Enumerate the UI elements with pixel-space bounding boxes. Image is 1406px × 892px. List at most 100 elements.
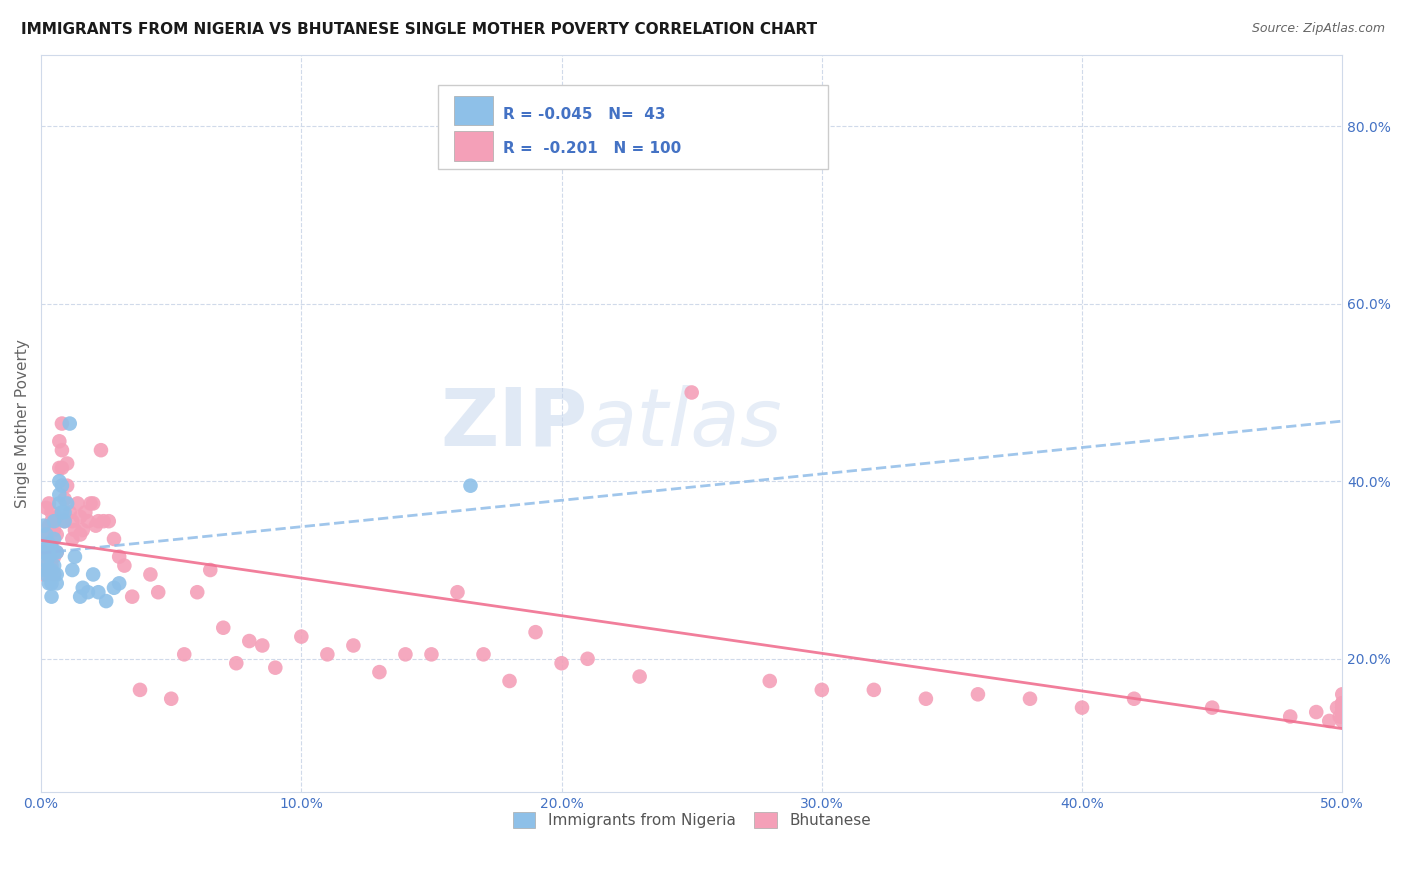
Point [628,669,651,683]
Point [460,478,482,492]
Point [252,639,274,653]
Point [60,514,83,528]
Point [63,549,86,564]
Point [56,478,79,492]
Point [35,527,58,541]
Point [51,505,73,519]
Point [121,590,143,604]
Point [97,514,120,528]
Point [41,576,63,591]
Point [59,505,82,519]
Point [45,509,67,524]
Point [108,576,131,591]
Point [42,523,65,537]
Point [48,475,70,489]
Point [90,443,112,458]
Point [35,567,58,582]
Point [41,541,63,555]
Point [1279,709,1302,723]
Point [48,487,70,501]
Point [75,505,97,519]
Point [420,648,443,662]
Point [368,665,391,679]
Point [35,558,58,573]
Point [1331,709,1354,723]
Point [1331,700,1354,714]
Point [1331,705,1354,719]
Text: ZIP: ZIP [440,384,588,463]
Point [82,567,104,582]
Point [42,567,65,582]
Y-axis label: Single Mother Poverty: Single Mother Poverty [15,339,30,508]
Point [63,523,86,537]
Point [32,518,55,533]
Point [1071,700,1094,714]
Point [264,661,287,675]
Point [967,687,990,701]
Point [56,457,79,471]
Point [87,514,110,528]
Point [48,461,70,475]
Point [77,585,100,599]
Point [103,532,125,546]
Point [38,576,60,591]
Point [498,673,520,688]
Point [42,567,65,582]
Point [108,549,131,564]
Point [1305,705,1327,719]
Point [51,461,73,475]
Point [173,648,195,662]
Point [1329,709,1351,723]
Point [576,652,599,666]
Text: R = -0.045   N=  43: R = -0.045 N= 43 [503,106,665,121]
Point [42,514,65,528]
Point [129,682,152,697]
Point [32,545,55,559]
FancyBboxPatch shape [454,95,492,125]
Point [48,496,70,510]
Point [87,585,110,599]
Point [53,491,76,506]
Point [45,567,67,582]
Point [1331,687,1354,701]
Point [66,496,89,510]
Point [1331,705,1354,719]
Point [93,514,115,528]
FancyBboxPatch shape [454,131,492,161]
Point [316,648,339,662]
Point [1331,714,1354,728]
Point [35,541,58,555]
Point [42,545,65,559]
Point [45,545,67,559]
Point [38,549,60,564]
Point [60,532,83,546]
Point [112,558,135,573]
Point [394,648,416,662]
Point [60,563,83,577]
Point [42,532,65,546]
Point [51,417,73,431]
Point [41,505,63,519]
Point [1123,691,1146,706]
Point [42,549,65,564]
Point [1331,709,1354,723]
Point [38,536,60,550]
Point [35,554,58,568]
Point [758,673,780,688]
Text: atlas: atlas [588,384,782,463]
Point [1331,705,1354,719]
Point [41,563,63,577]
Point [342,639,364,653]
Point [212,621,235,635]
Point [35,527,58,541]
Point [863,682,886,697]
Point [69,590,91,604]
Point [148,585,170,599]
Legend: Immigrants from Nigeria, Bhutanese: Immigrants from Nigeria, Bhutanese [505,805,879,836]
Point [72,581,94,595]
Point [72,523,94,537]
Point [56,496,79,510]
Point [38,518,60,533]
Point [53,514,76,528]
Point [41,514,63,528]
